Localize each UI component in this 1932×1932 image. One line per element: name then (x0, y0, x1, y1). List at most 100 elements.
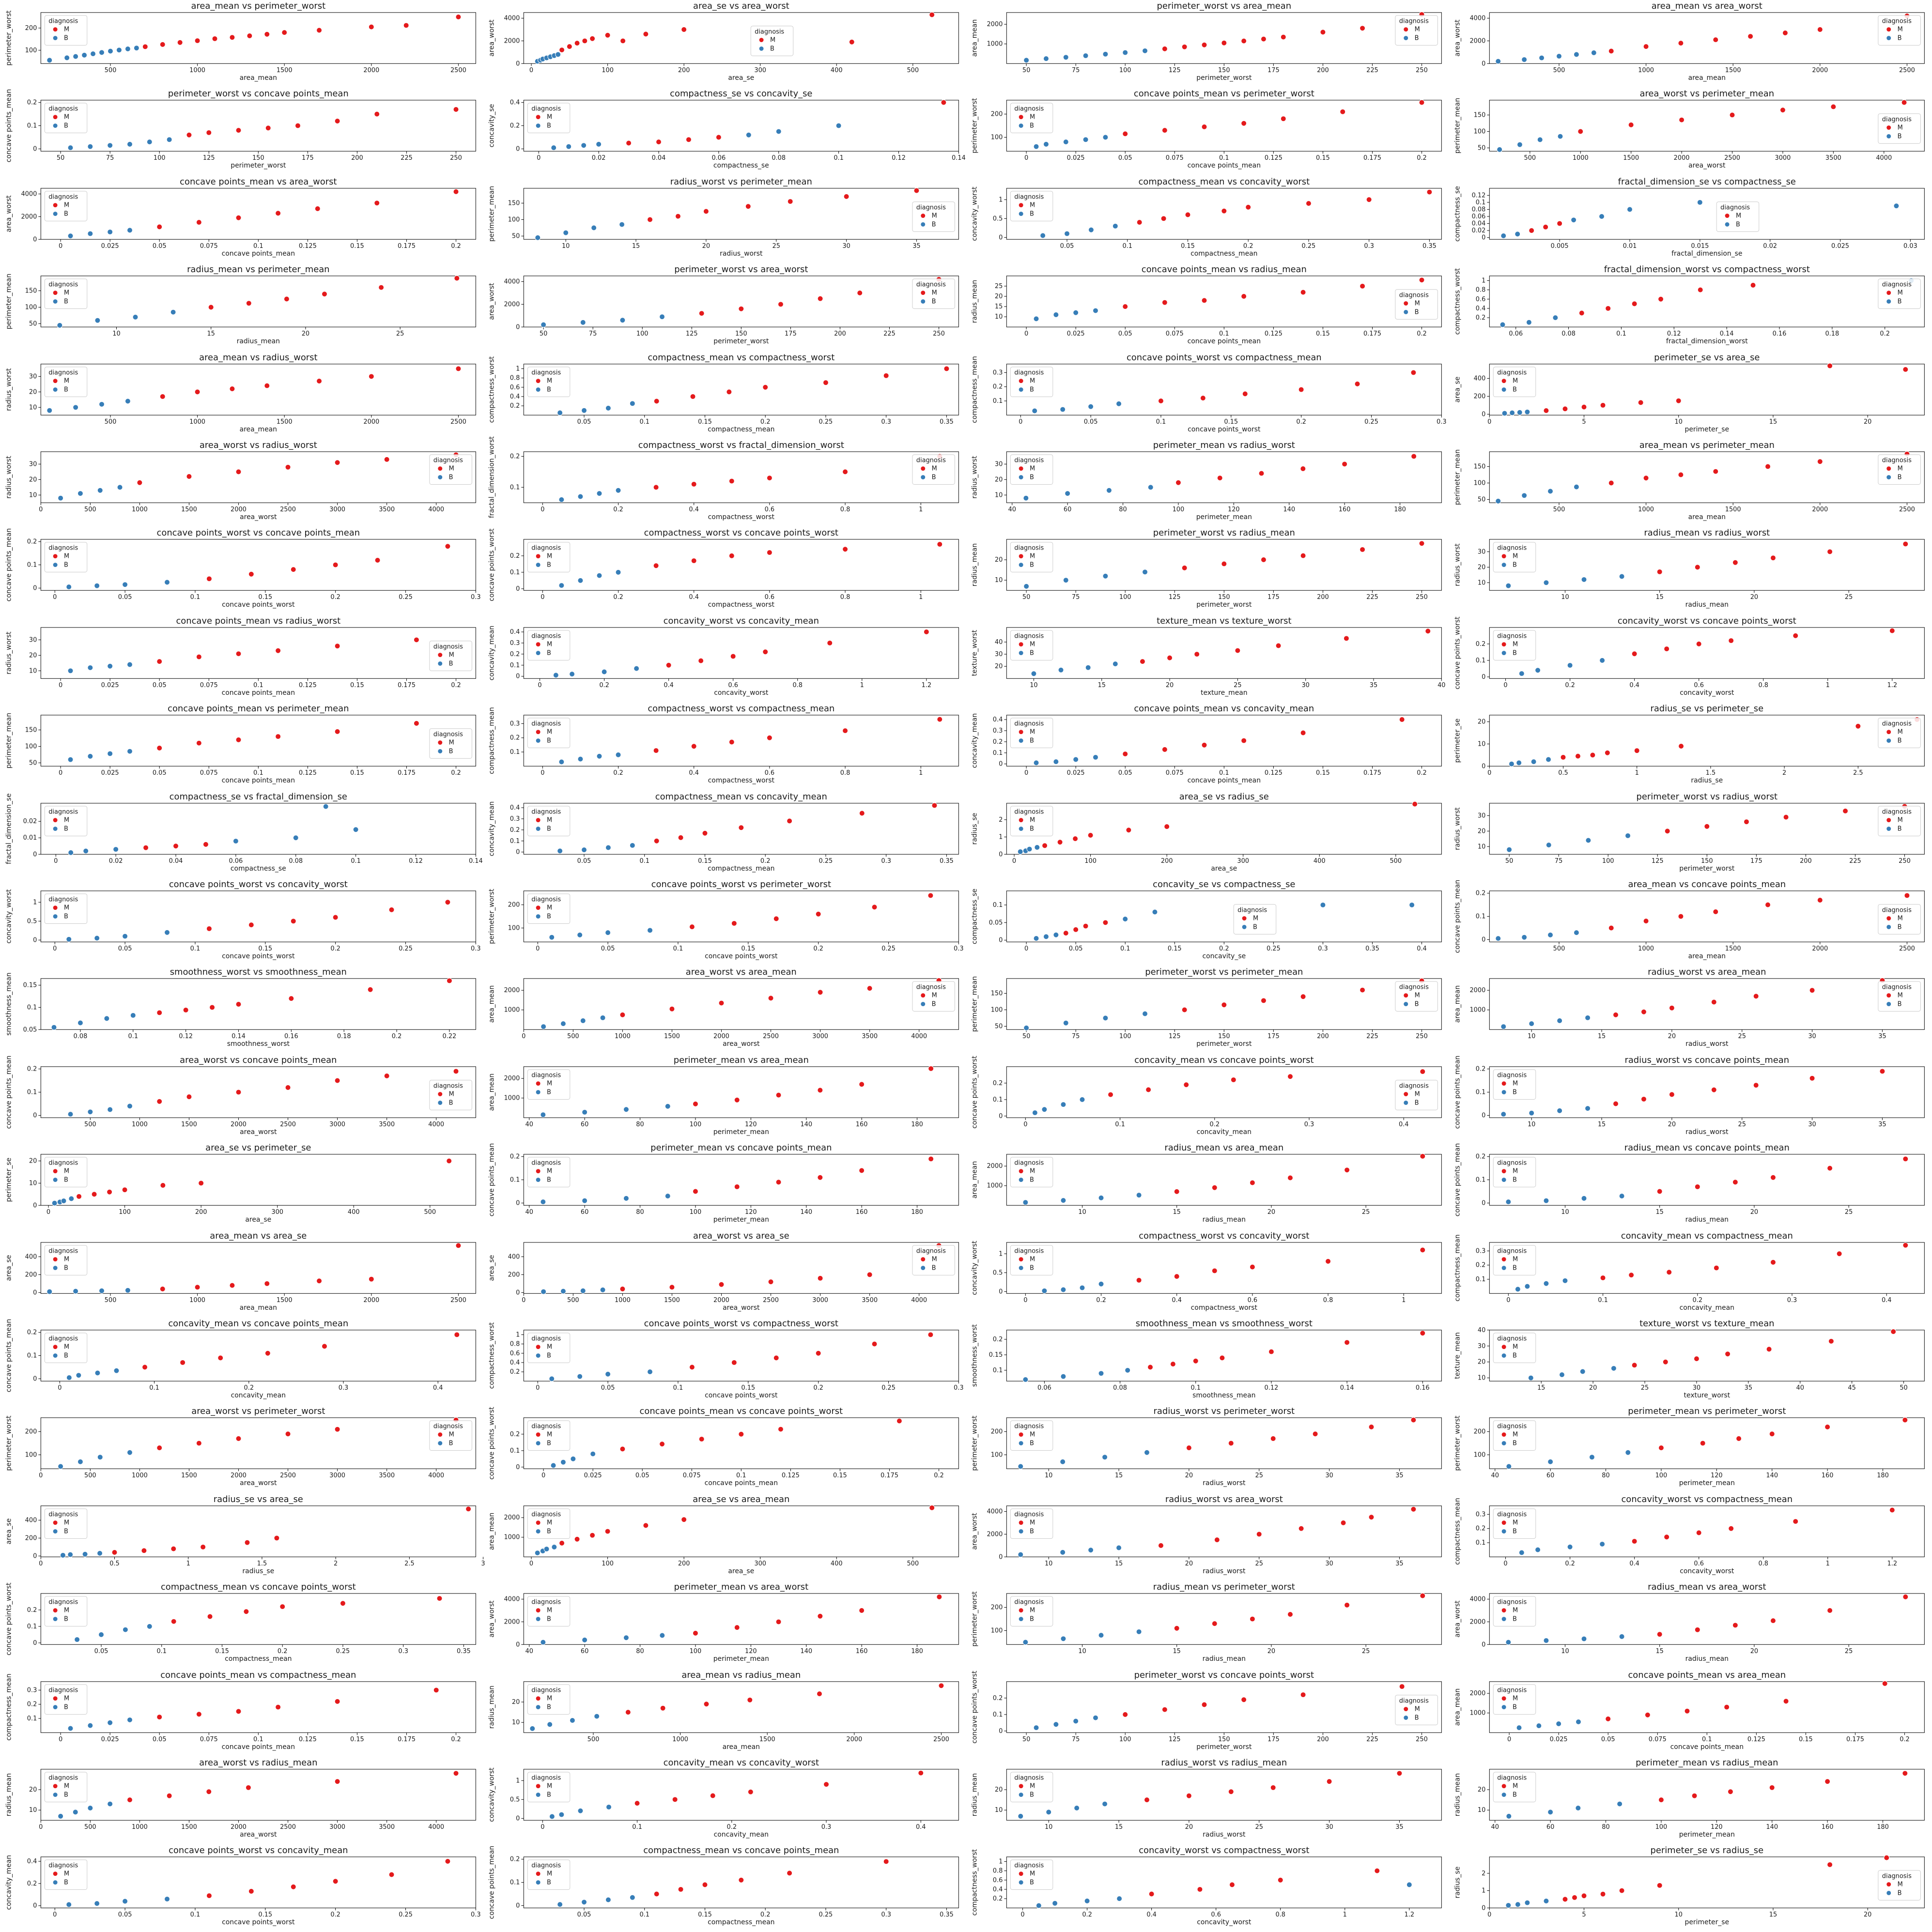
y-tick-label: 100 (25, 743, 37, 751)
data-point-m (1420, 1247, 1426, 1253)
y-axis-label: compactness_worst (488, 1322, 496, 1389)
data-point-m (454, 275, 460, 281)
data-point-b (605, 930, 611, 936)
x-tick-label: 2500 (280, 1824, 296, 1831)
data-point-m (1241, 121, 1247, 127)
x-tick-label: 20 (1185, 1560, 1193, 1567)
axes-frame (1006, 1505, 1442, 1557)
x-tick-label: 1 (919, 769, 923, 777)
y-tick-label: 10 (995, 1807, 1003, 1814)
y-tick-label: 0.6 (993, 1877, 1003, 1884)
subplot-title: radius_se vs area_se (214, 1494, 303, 1504)
legend-label: B (1898, 737, 1902, 745)
y-axis-label: area_se (5, 1255, 13, 1281)
legend-label: B (1030, 1528, 1034, 1535)
y-tick-label: 0.2 (27, 1329, 37, 1336)
x-tick-label: 0.8 (840, 769, 850, 777)
data-point-m (1197, 1886, 1203, 1893)
legend-label: M (1898, 992, 1903, 999)
x-axis-label: perimeter_worst (1679, 865, 1735, 873)
y-tick-label: 0.3 (993, 727, 1003, 735)
y-tick-label: 150 (25, 288, 37, 295)
x-tick-label: 2000 (231, 1824, 247, 1831)
legend-marker (1886, 1890, 1892, 1896)
data-point-b (1529, 1021, 1535, 1027)
data-point-m (1678, 743, 1685, 750)
y-tick-label: 200 (991, 1604, 1003, 1611)
legend-label: M (64, 377, 69, 384)
x-tick-label: 0.16 (1773, 330, 1787, 337)
data-point-m (1122, 1711, 1128, 1717)
legend-label: B (1030, 1440, 1034, 1447)
data-point-m (1230, 1076, 1236, 1083)
axes-frame (1006, 188, 1442, 240)
x-tick-label: 0.05 (1118, 155, 1132, 162)
data-point-m (1678, 40, 1684, 46)
x-tick-label: 160 (1339, 506, 1351, 513)
data-point-b (1516, 760, 1522, 766)
y-tick-label: 1 (1482, 1887, 1485, 1895)
data-point-b (1495, 935, 1501, 942)
data-point-b (1142, 1011, 1148, 1017)
data-point-m (1882, 1680, 1888, 1687)
y-tick-label: 0.2 (27, 1701, 37, 1708)
x-tick-label: 2500 (763, 1033, 779, 1041)
legend-marker (1501, 378, 1507, 383)
data-point-m (1779, 107, 1786, 113)
x-axis-label: concave points_worst (705, 952, 778, 960)
y-tick-label: 150 (508, 199, 520, 207)
x-tick-label: 160 (856, 1648, 868, 1655)
x-tick-label: 25 (1255, 1560, 1263, 1567)
legend-label: B (932, 474, 936, 481)
data-point-m (1194, 651, 1200, 657)
y-tick-label: 0.6 (1476, 296, 1486, 303)
y-tick-label: 0.2 (1476, 1261, 1486, 1269)
data-point-m (186, 1093, 192, 1100)
data-point-b (1508, 761, 1515, 767)
x-tick-label: 0.15 (1316, 769, 1330, 777)
data-point-m (643, 31, 649, 37)
y-tick-label: 0 (1482, 1200, 1485, 1207)
legend-title: diagnosis (1014, 721, 1044, 728)
legend-label: B (1030, 474, 1034, 481)
x-tick-label: 80 (1119, 506, 1127, 513)
data-point-b (1617, 1801, 1623, 1807)
legend-title: diagnosis (1399, 18, 1429, 25)
legend-label: M (1513, 377, 1518, 384)
axes-frame (40, 802, 476, 855)
x-tick-label: 180 (1877, 1824, 1889, 1831)
scatter-subplot: perimeter_mean vs perimeter_worst 40 60 80 1… (1449, 1405, 1932, 1493)
data-point-m (787, 1870, 793, 1876)
y-axis-label: area_worst (488, 283, 496, 320)
data-point-b (1581, 1196, 1587, 1202)
data-point-b (1116, 1896, 1123, 1902)
x-tick-label: 100 (1655, 1824, 1668, 1831)
x-tick-label: 500 (84, 1121, 96, 1128)
legend-marker (1886, 817, 1892, 823)
data-point-b (619, 221, 625, 228)
legend-marker (1018, 1177, 1024, 1183)
data-point-b (1581, 1636, 1587, 1642)
data-point-m (156, 745, 163, 751)
y-tick-label: 2000 (987, 1531, 1003, 1538)
legend-label: M (1030, 465, 1035, 473)
axes-frame (40, 1066, 476, 1118)
data-point-b (535, 234, 541, 241)
legend-label: B (449, 660, 453, 667)
data-point-m (433, 1687, 439, 1693)
data-point-b (46, 407, 53, 414)
legend-label: M (547, 641, 552, 648)
y-axis-label: radius_worst (971, 456, 979, 499)
scatter-subplot: concave points_worst vs concave points_m… (0, 527, 483, 614)
legend-marker (437, 749, 443, 754)
data-point-m (156, 1098, 163, 1104)
data-point-b (1521, 492, 1528, 499)
data-point-m (378, 284, 385, 291)
data-point-b (1567, 662, 1573, 668)
x-tick-label: 0.02 (109, 858, 123, 865)
data-point-b (605, 844, 611, 851)
y-tick-label: 0 (1482, 1112, 1485, 1119)
subplot-svg: area_worst vs area_se0 500 1000 1500 2000 250… (488, 1230, 959, 1312)
